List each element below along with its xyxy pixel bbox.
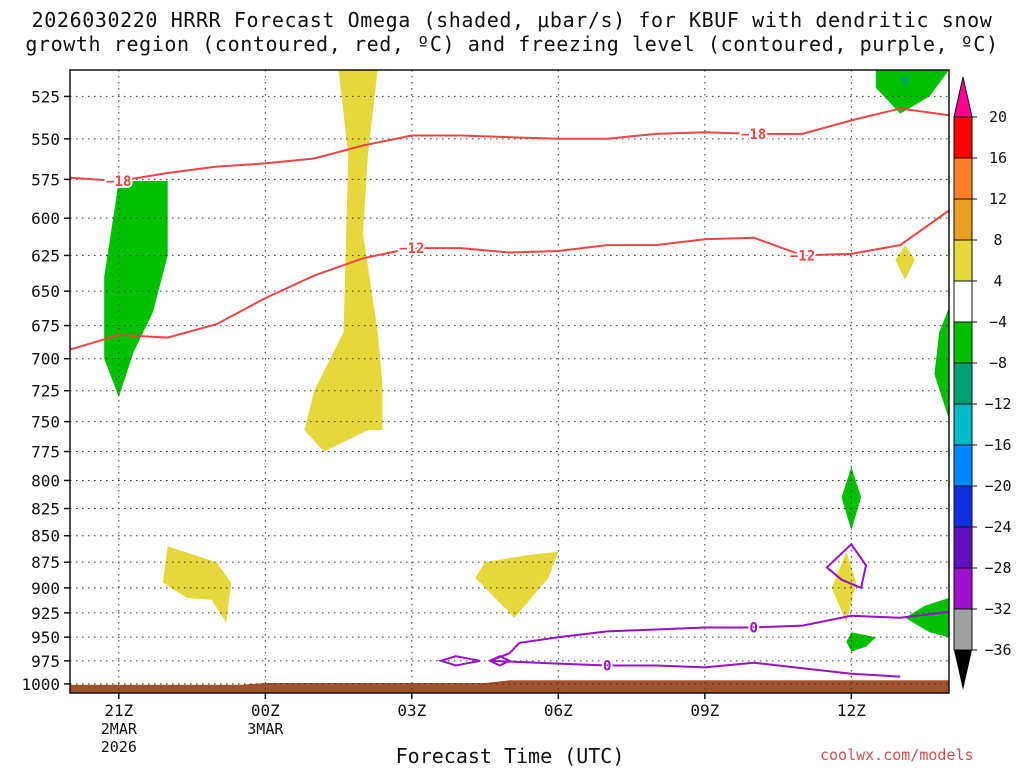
y-tick-label: 650 [31,282,60,301]
colorbar-label: 4 [993,272,1002,290]
colorbar-segment [953,198,973,241]
pressure-axis: 525 550 575 600 625 650 675 700 725 750 775 800 825 8… [21,87,70,694]
colorbar-label: 20 [989,108,1007,126]
colorbar-label: −4 [989,313,1007,331]
y-tick-label: 875 [31,553,60,572]
x-tick-label: 21Z [104,701,133,720]
x-tick-label: 12Z [837,701,866,720]
y-tick-label: 700 [31,350,60,369]
shade-yellow-low-left [162,546,232,623]
contour-0-loop-c [825,542,868,590]
y-tick-label: 800 [31,471,60,490]
colorbar-label: −20 [984,477,1011,495]
colorbar-label: −16 [984,436,1011,454]
colorbar-segment [953,280,973,323]
shade-green-right-edge [934,307,949,420]
colorbar-segment [953,239,973,282]
y-tick-label: 1000 [21,675,60,694]
contour-0-lower [489,659,901,678]
contour--12 [69,209,950,351]
shade-yellow-right-low [831,551,857,623]
colorbar-label: −36 [984,641,1011,659]
omega-shading-layer [70,70,949,693]
x-tick-label: 06Z [544,701,573,720]
contour-label--18: −18 [741,127,766,143]
y-tick-label: 850 [31,527,60,546]
contour-0-upper [489,610,950,662]
y-tick-label: 925 [31,604,60,623]
x-tick-date: 3MAR [247,720,284,738]
shade-green-upper-left [104,181,168,397]
x-tick-label: 03Z [397,701,426,720]
x-axis-label: Forecast Time (UTC) [395,744,625,768]
colorbar-segment [953,116,973,159]
shade-green-right-bottom [905,597,949,638]
contour-label--18: −18 [106,174,131,190]
contour-layer: −18 −18 −12 −12 0 0 [69,107,950,678]
shade-green-right-mid [841,466,862,531]
y-tick-label: 750 [31,413,60,432]
colorbar-segment [953,157,973,200]
colorbar-segment [953,403,973,446]
y-tick-label: 775 [31,443,60,462]
y-tick-label: 675 [31,317,60,336]
contour-0-loop-a [437,655,481,667]
colorbar-label: 12 [989,190,1007,208]
y-tick-label: 900 [31,579,60,598]
colorbar-label: 16 [989,149,1007,167]
contour-label--12: −12 [790,248,815,264]
contour-label--12: −12 [399,241,424,257]
colorbar-segment [953,567,973,610]
colorbar-label: −24 [984,518,1011,536]
y-tick-label: 725 [31,382,60,401]
contour-0-loop-b [487,655,512,667]
plot-frame [69,69,950,694]
contour-label-0-upper: 0 [749,621,757,637]
y-tick-label: 600 [31,209,60,228]
contour--18 [69,107,950,183]
contour-label-0-lower: 0 [603,659,611,675]
colorbar-label: −32 [984,600,1011,618]
x-tick-date: 2MAR [101,720,138,738]
colorbar-segment [953,321,973,364]
y-tick-label: 525 [31,87,60,106]
chart-title-line-1: 2026030220 HRRR Forecast Omega (shaded, … [31,8,993,32]
colorbar-segment [953,608,973,651]
x-tick-year: 2026 [101,738,137,756]
colorbar-bottom-arrow [954,650,972,690]
y-tick-label: 625 [31,246,60,265]
shade-green-right-upper [875,70,949,114]
colorbar: 20 16 12 8 4 −4 −8 −12 −16 −20 −24 −28 −32 −36 [953,76,1012,690]
shade-yellow-right-small [895,245,915,280]
chart-title-line-2: growth region (contoured, red, ºC) and f… [25,32,999,56]
shade-green-right-low [846,632,876,652]
credit-link[interactable]: coolwx.com/models [820,746,974,764]
x-tick-label: 00Z [251,701,280,720]
shade-yellow-low-mid [475,551,559,618]
y-tick-label: 575 [31,170,60,189]
colorbar-label: −28 [984,559,1011,577]
y-tick-label: 550 [31,130,60,149]
colorbar-segment [953,526,973,569]
colorbar-label: −12 [984,395,1011,413]
y-tick-label: 950 [31,628,60,647]
colorbar-label: 8 [993,231,1002,249]
colorbar-segment [953,362,973,405]
y-tick-label: 975 [31,652,60,671]
colorbar-top-arrow [953,76,973,118]
colorbar-segment [953,485,973,528]
x-tick-label: 09Z [690,701,719,720]
dotted-grid [70,70,949,693]
shade-yellow-vertical-column [304,70,383,452]
terrain-shading [70,680,949,693]
colorbar-label: −8 [989,354,1007,372]
colorbar-segment [953,444,973,487]
y-tick-label: 825 [31,500,60,519]
shade-teal-tip [900,77,910,88]
